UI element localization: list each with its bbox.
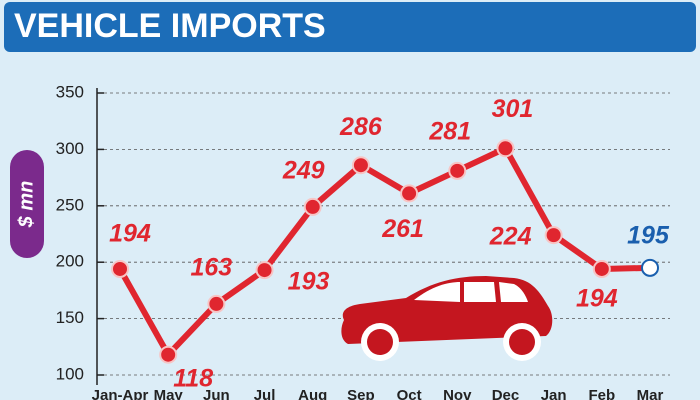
value-label: 286: [339, 113, 383, 141]
car-illustration: [341, 276, 553, 361]
data-point: [207, 294, 226, 313]
y-tick-label: 150: [56, 308, 84, 327]
value-label: 193: [288, 268, 330, 296]
data-point: [496, 139, 515, 158]
data-point: [592, 259, 611, 278]
y-axis-label: $ mn: [15, 181, 37, 229]
x-tick-label: Oct: [397, 387, 422, 400]
data-point: [641, 258, 659, 277]
chart-title: VEHICLE IMPORTS: [14, 7, 326, 45]
value-label: 301: [492, 95, 534, 123]
value-label: 118: [173, 364, 213, 392]
y-tick-label: 300: [56, 139, 84, 158]
value-label: 194: [576, 285, 618, 313]
x-tick-label: Jan-Apr: [92, 387, 149, 400]
value-label: 163: [191, 254, 233, 282]
data-point: [448, 161, 467, 180]
data-point: [255, 261, 274, 280]
data-line: [117, 145, 651, 358]
y-tick-label: 350: [56, 82, 84, 101]
data-point: [544, 226, 563, 245]
x-tick-label: Dec: [492, 387, 520, 400]
x-tick-label: Aug: [298, 387, 327, 400]
value-label: 194: [109, 220, 151, 248]
value-label: 249: [282, 157, 325, 185]
y-label-pill: [10, 150, 44, 258]
x-tick-label: Jul: [254, 387, 276, 400]
value-label: 195: [627, 221, 670, 249]
data-point: [303, 197, 322, 216]
y-tick-label: 200: [56, 252, 84, 271]
value-label: 224: [489, 223, 532, 251]
y-tick-label: 250: [56, 195, 84, 214]
y-tick-label: 100: [56, 364, 84, 383]
title-banner: [4, 2, 696, 52]
x-tick-label: Jan: [541, 387, 567, 400]
value-label: 261: [381, 215, 424, 243]
x-tick-label: May: [154, 387, 184, 400]
x-tick-label: Mar: [637, 387, 664, 400]
data-point: [111, 259, 129, 278]
x-tick-label: Nov: [443, 387, 472, 400]
x-tick-label: Jun: [203, 387, 230, 400]
data-point: [351, 156, 370, 175]
x-tick-label: Feb: [588, 387, 615, 400]
data-point: [159, 345, 178, 364]
plot-area: 100 150 200 250 300 350 Jan-Apr May Jun Jul Aug Sep…: [56, 82, 670, 400]
data-point: [400, 184, 419, 203]
value-label: 281: [428, 117, 471, 145]
x-tick-label: Sep: [347, 387, 375, 400]
